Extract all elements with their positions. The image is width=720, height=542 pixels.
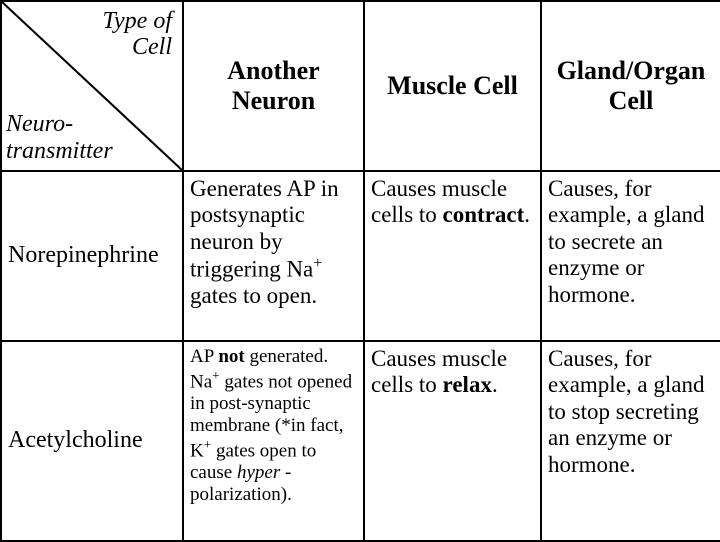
col2-line2: Cell: [609, 86, 654, 115]
corner-top-line2: Cell: [132, 34, 172, 60]
col0-line2: Neuron: [232, 86, 315, 115]
txt: AP: [190, 346, 218, 367]
txt: .: [524, 202, 530, 227]
cell-norepi-neuron: Generates AP in postsynaptic neuron by t…: [183, 171, 364, 341]
col2-line1: Gland/Organ: [557, 56, 706, 85]
table-row: Acetylcholine AP not generated. Na+ gate…: [1, 341, 720, 541]
col-header-muscle: Muscle Cell: [364, 1, 541, 171]
row1-label: Acetylcholine: [8, 427, 143, 453]
txt: generated.: [245, 346, 328, 367]
corner-top-line1: Type of: [102, 8, 172, 34]
table-row: Norepinephrine Generates AP in postsynap…: [1, 171, 720, 341]
col-header-neuron: Another Neuron: [183, 1, 364, 171]
cell-ach-neuron: AP not generated. Na+ gates not opened i…: [183, 341, 364, 541]
neurotransmitter-table: Type of Cell Neuro- transmitter Another …: [0, 0, 720, 542]
cell-norepi-gland: Causes, for example, a gland to secrete …: [541, 171, 720, 341]
col-header-gland: Gland/Organ Cell: [541, 1, 720, 171]
txt: .: [492, 372, 498, 397]
txt: Na: [190, 371, 212, 392]
cell-ach-gland: Causes, for example, a gland to stop sec…: [541, 341, 720, 541]
cell-norepi-muscle: Causes muscle cells to contract.: [364, 171, 541, 341]
bold: not: [218, 346, 244, 367]
ital: hyper: [237, 462, 280, 483]
corner-top-label: Type of Cell: [102, 8, 172, 61]
col0-line1: Another: [227, 56, 319, 85]
cell-ach-muscle: Causes muscle cells to relax.: [364, 341, 541, 541]
txt: gates to open.: [190, 283, 317, 308]
sup: +: [212, 368, 220, 383]
txt: Causes, for example, a gland to secrete …: [548, 176, 704, 307]
row0-label: Norepinephrine: [8, 242, 159, 268]
corner-cell: Type of Cell Neuro- transmitter: [1, 1, 183, 171]
row-header-norepinephrine: Norepinephrine: [1, 171, 183, 341]
bold: contract: [443, 202, 525, 227]
sup: +: [313, 255, 322, 272]
corner-bot-line1: Neuro-: [6, 111, 73, 137]
row-header-acetylcholine: Acetylcholine: [1, 341, 183, 541]
corner-bot-line2: transmitter: [6, 138, 113, 164]
txt: Causes, for example, a gland to stop sec…: [548, 346, 704, 477]
header-row: Type of Cell Neuro- transmitter Another …: [1, 1, 720, 171]
col1-line1: Muscle Cell: [387, 71, 518, 100]
corner-bottom-label: Neuro- transmitter: [6, 111, 113, 164]
bold: relax: [443, 372, 492, 397]
